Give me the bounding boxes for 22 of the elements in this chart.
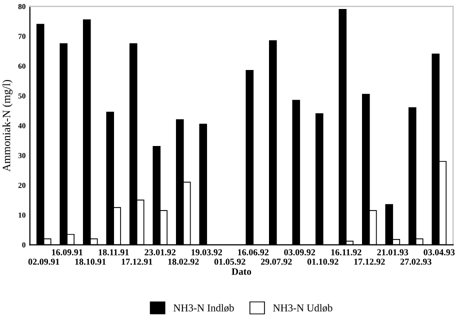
legend-label: NH3-N Udløb xyxy=(273,304,332,312)
y-axis-title: Ammoniak-N (mg/l) xyxy=(2,80,13,172)
x-tick-label: 18.11.91 xyxy=(98,249,129,256)
x-tick-label: 03.09.92 xyxy=(284,249,316,256)
x-tick-label: 16.11.92 xyxy=(331,249,362,256)
x-tick-label: 03.04.93 xyxy=(424,249,455,256)
x-tick-label: 16.06.92 xyxy=(238,249,269,256)
legend-label: NH3-N Indløb xyxy=(174,304,234,312)
x-tick-label: 29.07.92 xyxy=(260,258,292,265)
x-tick-label: 21.01.93 xyxy=(377,249,408,256)
x-tick-label: 01.05.92 xyxy=(214,258,246,265)
x-tick-label: 18.02.92 xyxy=(168,258,199,265)
x-tick-label: 01.10.92 xyxy=(307,258,338,265)
x-tick-label: 19.03.92 xyxy=(192,249,222,256)
x-tick-label: 17.12.92 xyxy=(354,258,385,265)
x-tick-label: 17.12.91 xyxy=(122,258,152,265)
x-tick-label: 02.09.91 xyxy=(28,258,60,265)
x-tick-label: 27.02.93 xyxy=(400,258,432,265)
x-tick-label: 18.10.91 xyxy=(75,258,106,265)
x-axis-title: Dato xyxy=(232,268,252,275)
x-tick-label: 16.09.91 xyxy=(52,249,82,256)
x-tick-label: 23.01.92 xyxy=(144,249,176,256)
